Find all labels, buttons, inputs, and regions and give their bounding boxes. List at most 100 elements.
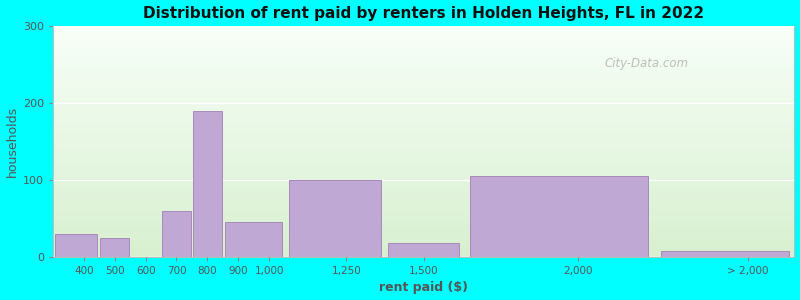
- Bar: [53, 31, 794, 33]
- Bar: [53, 176, 794, 178]
- Bar: [53, 167, 794, 169]
- Bar: [53, 109, 794, 111]
- Bar: [53, 201, 794, 204]
- Bar: [53, 215, 794, 217]
- Bar: [53, 192, 794, 194]
- Bar: [53, 181, 794, 183]
- Bar: [193, 111, 222, 257]
- Bar: [53, 130, 794, 132]
- Bar: [53, 137, 794, 139]
- Bar: [53, 95, 794, 98]
- Bar: [53, 238, 794, 241]
- Bar: [53, 86, 794, 88]
- Bar: [53, 54, 794, 56]
- Bar: [53, 174, 794, 176]
- Bar: [53, 144, 794, 146]
- Bar: [53, 236, 794, 239]
- Bar: [53, 26, 794, 28]
- Bar: [53, 132, 794, 134]
- Bar: [53, 248, 794, 250]
- Bar: [53, 178, 794, 181]
- Bar: [53, 204, 794, 206]
- Bar: [661, 251, 789, 257]
- Bar: [53, 77, 794, 79]
- Bar: [53, 61, 794, 63]
- Bar: [53, 206, 794, 208]
- Bar: [53, 123, 794, 125]
- Bar: [53, 44, 794, 47]
- Bar: [53, 211, 794, 213]
- Bar: [53, 81, 794, 84]
- Bar: [101, 238, 129, 257]
- Bar: [470, 176, 648, 257]
- Bar: [388, 243, 459, 257]
- Bar: [53, 250, 794, 252]
- Bar: [53, 47, 794, 49]
- Bar: [53, 33, 794, 35]
- Bar: [53, 141, 794, 144]
- Bar: [54, 234, 98, 257]
- Bar: [53, 68, 794, 70]
- Bar: [53, 220, 794, 222]
- Bar: [53, 116, 794, 118]
- Bar: [53, 148, 794, 151]
- Bar: [162, 211, 190, 257]
- Bar: [53, 227, 794, 229]
- Bar: [53, 245, 794, 247]
- Bar: [53, 139, 794, 141]
- Bar: [289, 180, 381, 257]
- Bar: [53, 183, 794, 185]
- Bar: [53, 114, 794, 116]
- Bar: [53, 146, 794, 148]
- Bar: [53, 40, 794, 42]
- Bar: [53, 79, 794, 81]
- Bar: [53, 125, 794, 128]
- Bar: [53, 151, 794, 153]
- Bar: [53, 229, 794, 232]
- Y-axis label: households: households: [6, 106, 18, 177]
- Bar: [53, 63, 794, 65]
- Bar: [53, 88, 794, 91]
- Bar: [53, 190, 794, 192]
- Bar: [53, 102, 794, 104]
- Bar: [53, 155, 794, 158]
- Bar: [53, 56, 794, 58]
- Bar: [53, 208, 794, 211]
- Bar: [53, 134, 794, 137]
- Bar: [53, 28, 794, 31]
- Text: City-Data.com: City-Data.com: [604, 58, 688, 70]
- Bar: [53, 58, 794, 61]
- Bar: [53, 91, 794, 93]
- Bar: [53, 232, 794, 234]
- Bar: [53, 65, 794, 68]
- Bar: [53, 42, 794, 44]
- Bar: [53, 252, 794, 255]
- Bar: [53, 104, 794, 107]
- Bar: [53, 51, 794, 54]
- Bar: [53, 185, 794, 188]
- Bar: [53, 38, 794, 40]
- Bar: [53, 70, 794, 72]
- Bar: [53, 111, 794, 114]
- Bar: [53, 49, 794, 51]
- Bar: [53, 171, 794, 174]
- Bar: [53, 72, 794, 74]
- Bar: [53, 121, 794, 123]
- Bar: [53, 169, 794, 171]
- Bar: [53, 84, 794, 86]
- X-axis label: rent paid ($): rent paid ($): [379, 281, 468, 294]
- Bar: [53, 197, 794, 199]
- Bar: [53, 222, 794, 224]
- Bar: [53, 162, 794, 164]
- Bar: [53, 241, 794, 243]
- Bar: [53, 188, 794, 190]
- Bar: [226, 222, 282, 257]
- Bar: [53, 224, 794, 227]
- Bar: [53, 100, 794, 102]
- Bar: [53, 118, 794, 121]
- Bar: [53, 160, 794, 162]
- Bar: [53, 234, 794, 236]
- Bar: [53, 255, 794, 257]
- Bar: [53, 74, 794, 77]
- Bar: [53, 93, 794, 95]
